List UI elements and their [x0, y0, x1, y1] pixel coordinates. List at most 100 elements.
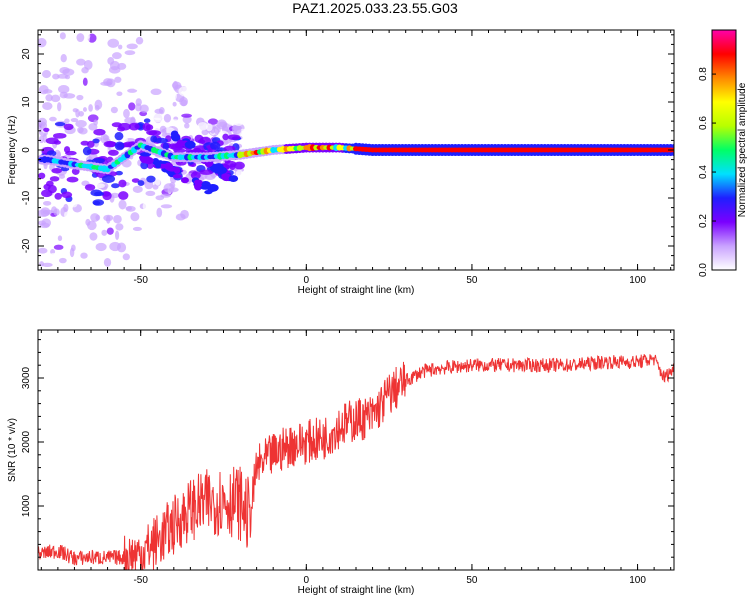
colorbar-label: Normalized spectral amplitude [737, 82, 748, 217]
spectrogram-speckle [76, 33, 85, 43]
spectrogram-x-tick-label: 50 [466, 275, 478, 286]
spectrogram-speckle [235, 169, 244, 178]
spectrogram-blob [54, 121, 66, 127]
spectrogram-branch-blob [155, 161, 162, 169]
spectrogram-y-tick-label: 20 [21, 48, 32, 60]
spectrogram-blob [84, 184, 96, 191]
snr-panel: -50 0 50 100 1000 2000 3000 Height of straight… [7, 329, 675, 596]
spectrogram-speckle [38, 247, 48, 254]
spectrogram-speckle [47, 56, 59, 65]
spectrogram-speckle [101, 229, 108, 236]
snr-marks [38, 354, 674, 570]
spectrogram-speckle [108, 66, 121, 74]
spectrogram-y-tick-label: -10 [21, 190, 32, 205]
spectrogram-speckle [170, 90, 177, 101]
spectrogram-speckle [100, 52, 111, 59]
spectrogram-blob [111, 183, 120, 189]
spectrogram-speckle [62, 68, 75, 76]
spectrogram-blob [82, 146, 92, 156]
spectrogram-speckle [40, 207, 51, 217]
spectrogram-speckle [176, 192, 183, 198]
spectrogram-blob [51, 167, 63, 174]
spectrogram-branch-blob [170, 130, 179, 138]
spectrogram-speckle [82, 107, 87, 112]
spectrogram-blob [94, 191, 104, 197]
figure-title: PAZ1.2025.033.23.55.G03 [292, 0, 458, 16]
spectrogram-blob [101, 191, 111, 197]
spectrogram-speckle [132, 226, 142, 232]
spectrogram-speckle [194, 128, 201, 134]
spectrogram-speckle [146, 85, 151, 94]
spectrogram-speckle [139, 104, 149, 113]
snr-background [38, 330, 674, 570]
spectrogram-speckle [172, 80, 179, 91]
spectrogram-speckle [227, 120, 239, 126]
spectrogram-blob [38, 172, 46, 179]
spectrogram-speckle [87, 220, 97, 231]
spectrogram-marks [38, 32, 674, 267]
spectrogram-speckle [53, 244, 64, 250]
spectrogram-branch-blob [204, 190, 213, 195]
spectrogram-blob [162, 142, 170, 151]
spectrogram-blob [224, 160, 237, 168]
spectrogram-blob [111, 122, 122, 128]
spectrogram-speckle [45, 94, 53, 102]
snr-y-label: SNR (10 * v/v) [7, 418, 18, 482]
spectrogram-speckle [82, 77, 88, 86]
spectrogram-blob [61, 191, 73, 199]
spectrogram-x-tick-label: 100 [629, 275, 646, 286]
spectrogram-speckle [89, 232, 98, 241]
spectrogram-speckle [169, 119, 181, 125]
spectrogram-speckle [158, 107, 165, 115]
spectrogram-speckle [38, 117, 47, 127]
spectrogram-speckle [145, 94, 156, 103]
spectrogram-speckle [124, 50, 136, 56]
spectrogram-speckle [103, 78, 113, 86]
spectrogram-blob [93, 128, 106, 136]
spectrogram-speckle [84, 241, 94, 249]
spectrogram-speckle [53, 208, 60, 216]
spectrogram-speckle [142, 201, 151, 211]
spectrogram-blob [222, 133, 229, 141]
spectrogram-speckle [39, 135, 44, 144]
spectrogram-speckle [180, 99, 188, 107]
spectrogram-blob [210, 141, 221, 150]
spectrogram-speckle [59, 32, 66, 40]
spectrogram-speckle [132, 185, 143, 193]
spectrogram-speckle [181, 113, 192, 118]
spectrogram-speckle [125, 206, 133, 211]
spectrogram-blob [190, 171, 201, 180]
spectrogram-speckle [145, 190, 156, 197]
spectrogram-speckle [197, 122, 208, 131]
spectrogram-speckle [78, 111, 85, 117]
spectrogram-speckle [128, 102, 136, 111]
spectrogram-speckle [63, 203, 69, 213]
spectrogram-speckle [174, 107, 180, 115]
spectrogram-speckle [71, 244, 76, 252]
snr-frame [37, 329, 675, 571]
spectrogram-speckle [150, 88, 162, 96]
spectrogram-blob [146, 130, 158, 136]
snr-x-tick-label: 100 [629, 575, 646, 586]
spectrogram-blob [91, 157, 105, 164]
spectrogram-blob [142, 122, 151, 132]
spectrogram-speckle [109, 241, 121, 252]
spectrogram-y-tick-label: 10 [21, 96, 32, 108]
spectrogram-speckle [124, 210, 129, 216]
spectrogram-speckle [90, 213, 100, 222]
spectrogram-blob [118, 191, 129, 200]
spectrogram-branch-blob [164, 162, 174, 171]
spectrogram-speckle [57, 73, 69, 79]
spectrogram-branch-blob [200, 185, 211, 190]
spectrogram-blob [117, 126, 126, 132]
spectrogram-blob [66, 176, 79, 183]
spectrogram-y-label: Frequency (Hz) [7, 116, 18, 185]
spectrogram-speckle [70, 117, 79, 123]
snr-y-tick-label: 3000 [21, 366, 32, 389]
spectrogram-blob [146, 175, 156, 183]
spectrogram-speckle [117, 44, 123, 50]
spectrogram-speckle [49, 116, 57, 122]
colorbar-tick-label: 0.2 [698, 214, 709, 228]
spectrogram-speckle [80, 252, 88, 259]
spectrogram-blob [128, 122, 140, 131]
